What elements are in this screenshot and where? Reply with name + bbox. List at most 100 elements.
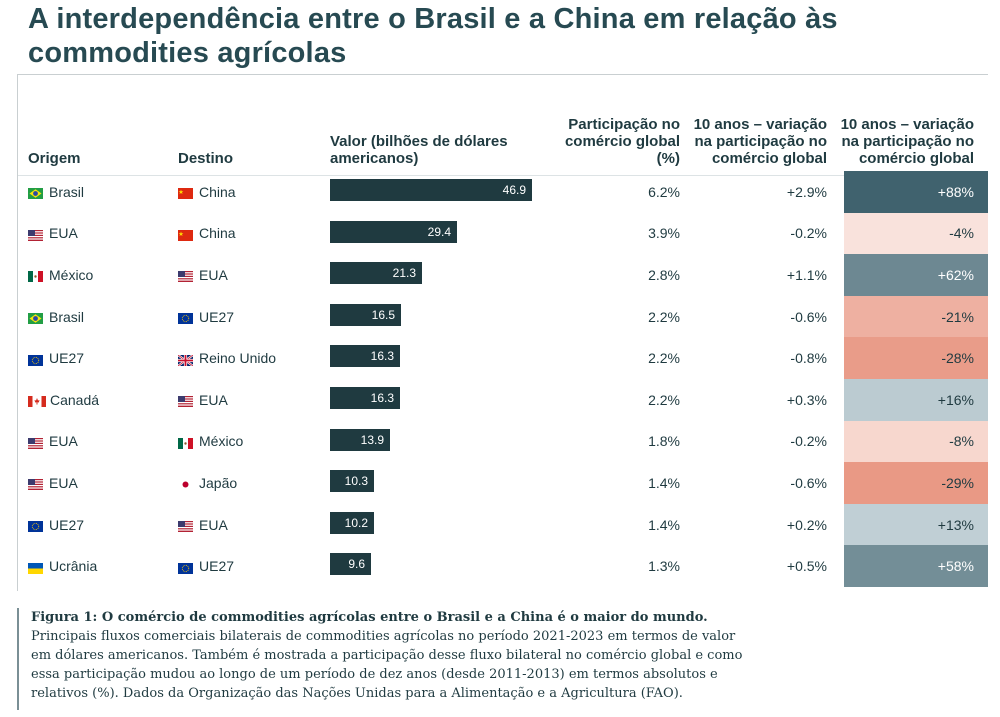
cell-participacao: 2.2% (648, 350, 680, 367)
ukraine-flag-icon (28, 561, 43, 574)
cell-origem: Brasil (28, 296, 168, 338)
cell-participacao: 1.4% (648, 474, 680, 491)
cell-var-rel: -8% (844, 420, 988, 463)
cell-participacao: 2.2% (648, 308, 680, 325)
value-bar: 16.3 (330, 387, 400, 409)
usa-flag-icon (28, 228, 43, 241)
china-flag-icon (178, 186, 193, 200)
table-row: Brasil UE27 16.5 2.2% -0.6% -21% (18, 295, 988, 338)
japan-flag-icon (178, 477, 193, 491)
canada-flag-icon (28, 394, 46, 408)
value-bar: 16.5 (330, 303, 401, 326)
cell-participacao: 6.2% (648, 183, 680, 200)
table-row: EUA Japão 10.3 1.4% -0.6% -29% (18, 462, 988, 504)
table-row: Canadá EUA 16.3 2.2% +0.3% +16% (18, 379, 988, 421)
usa-flag-icon (178, 269, 193, 283)
cell-participacao: 1.8% (648, 433, 680, 450)
origem-label: Canadá (50, 391, 100, 408)
header-origem: Origem (28, 150, 81, 167)
cell-var-rel: +58% (844, 545, 988, 587)
caption-bold: Figura 1: O comércio de commodities agrí… (31, 610, 708, 625)
cell-destino: EUA (178, 254, 328, 296)
cell-var-abs: +1.1% (786, 266, 827, 283)
value-bar: 21.3 (330, 262, 422, 285)
origem-label: México (49, 266, 94, 283)
value-bar-label: 9.6 (348, 557, 365, 572)
header-participacao: Participação no comércio global (%) (564, 116, 680, 167)
cell-var-abs: +0.2% (786, 516, 827, 533)
value-bar-label: 46.9 (502, 183, 526, 197)
origem-label: Brasil (49, 183, 85, 200)
cell-var-rel: +62% (844, 254, 988, 296)
cell-origem: EUA (28, 421, 168, 463)
value-bar-label: 10.2 (344, 515, 368, 530)
destino-label: UE27 (199, 558, 235, 575)
table-row: Ucrânia UE27 9.6 1.3% +0.5% +58% (18, 545, 988, 587)
cell-var-abs: +0.5% (786, 558, 827, 575)
cell-participacao: 1.3% (648, 558, 680, 575)
cell-var-rel: +13% (844, 503, 988, 546)
cell-participacao: 2.8% (648, 266, 680, 283)
eu-flag-icon (178, 311, 193, 325)
mexico-flag-icon (28, 269, 43, 283)
caption-text: Principais fluxos comerciais bilaterais … (31, 629, 743, 701)
header-var-rel: 10 anos – variação na participação no co… (840, 116, 974, 167)
destino-label: China (199, 225, 236, 242)
destino-label: Japão (199, 474, 238, 491)
origem-label: UE27 (49, 516, 85, 533)
eu-flag-icon (28, 353, 43, 366)
cell-var-rel: +88% (844, 171, 988, 213)
table-row: EUA México 13.9 1.8% -0.2% -8% (18, 420, 988, 463)
cell-var-abs: -0.6% (790, 308, 827, 325)
brazil-flag-icon (28, 311, 43, 325)
destino-label: Reino Unido (199, 350, 277, 367)
cell-destino: EUA (178, 504, 328, 546)
destino-label: EUA (199, 516, 228, 533)
value-bar-label: 10.3 (344, 474, 368, 489)
origem-label: Brasil (49, 308, 85, 325)
eu-flag-icon (178, 561, 193, 574)
value-bar-label: 16.3 (370, 349, 394, 364)
origem-label: EUA (49, 474, 78, 491)
cell-var-rel: -21% (844, 295, 988, 338)
trade-table: Origem Destino Valor (bilhões de dólares… (17, 74, 988, 591)
cell-origem: UE27 (28, 337, 168, 379)
value-bar: 16.3 (330, 345, 400, 368)
usa-flag-icon (178, 519, 193, 533)
value-bar-label: 21.3 (392, 266, 416, 281)
figure-caption: Figura 1: O comércio de commodities agrí… (17, 608, 757, 710)
value-bar: 46.9 (330, 179, 532, 201)
brazil-flag-icon (28, 186, 43, 200)
eu-flag-icon (28, 519, 43, 533)
origem-label: Ucrânia (49, 558, 98, 575)
header-destino: Destino (178, 150, 234, 167)
destino-label: EUA (199, 391, 228, 408)
cell-var-rel: -29% (844, 462, 988, 504)
cell-destino: México (178, 421, 328, 463)
destino-label: México (199, 433, 244, 450)
cell-participacao: 2.2% (648, 391, 680, 408)
usa-flag-icon (28, 436, 43, 449)
mexico-flag-icon (178, 436, 193, 449)
cell-origem: Canadá (28, 379, 168, 421)
cell-destino: UE27 (178, 296, 328, 338)
value-bar: 10.2 (330, 511, 374, 534)
table-row: Brasil China 46.9 6.2% +2.9% +88% (18, 171, 988, 213)
table-row: UE27 EUA 10.2 1.4% +0.2% +13% (18, 503, 988, 546)
cell-origem: Ucrânia (28, 545, 168, 587)
origem-label: EUA (49, 225, 78, 242)
cell-var-abs: +0.3% (786, 391, 827, 408)
origem-label: EUA (49, 433, 78, 450)
destino-label: UE27 (199, 308, 235, 325)
cell-participacao: 3.9% (648, 225, 680, 242)
cell-destino: UE27 (178, 545, 328, 587)
header-valor: Valor (bilhões de dólares americanos) (330, 133, 508, 167)
cell-origem: UE27 (28, 504, 168, 546)
value-bar-label: 29.4 (427, 224, 451, 239)
cell-var-rel: +16% (844, 379, 988, 421)
cell-var-rel: -4% (844, 212, 988, 255)
cell-origem: EUA (28, 213, 168, 255)
table-row: UE27 Reino Unido 16.3 2.2% -0.8% -28% (18, 337, 988, 379)
value-bar: 29.4 (330, 220, 457, 243)
cell-var-abs: -0.8% (790, 350, 827, 367)
